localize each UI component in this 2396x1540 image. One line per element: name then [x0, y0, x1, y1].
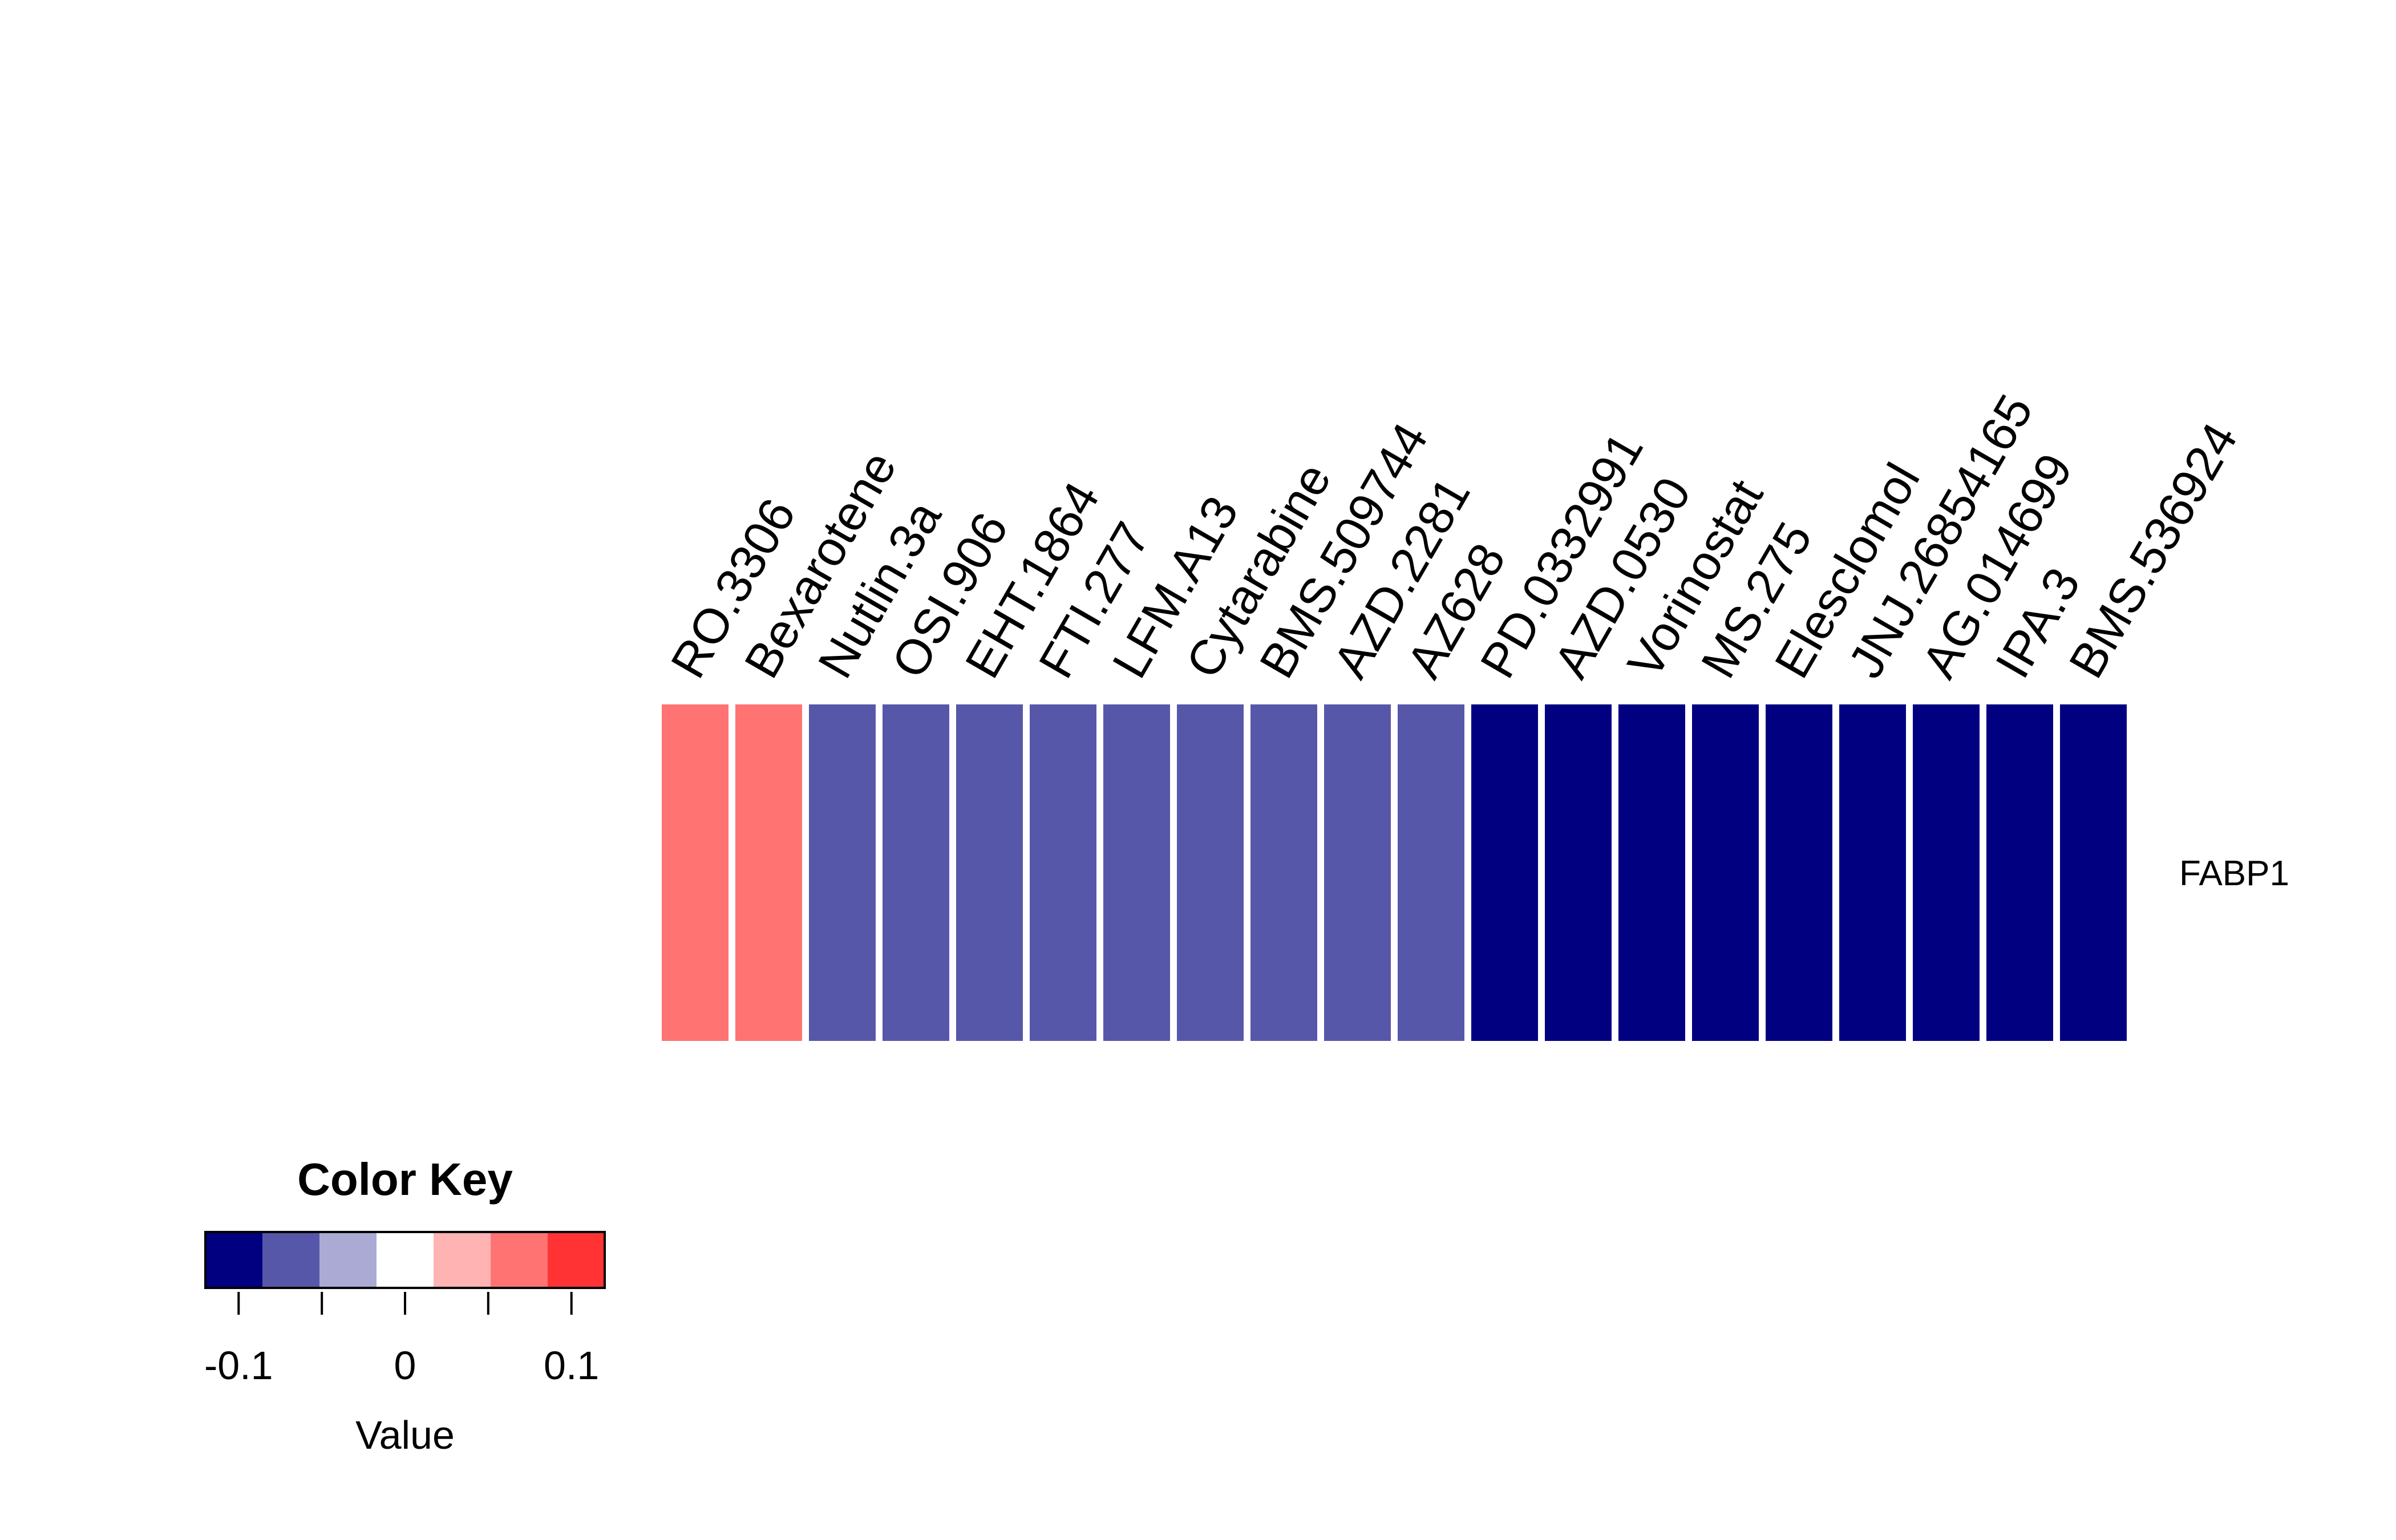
- color-key-bin: [319, 1232, 377, 1288]
- column-labels: RO.3306BexaroteneNutlin.3aOSI.906EHT.186…: [661, 386, 2248, 687]
- color-key-frame: [204, 1231, 606, 1289]
- row-labels: FABP1: [2179, 854, 2289, 893]
- heatmap-cell: [2060, 704, 2127, 1041]
- color-key-bin: [377, 1232, 434, 1288]
- color-key-bin: [548, 1232, 605, 1288]
- heatmap-cell: [1986, 704, 2053, 1041]
- color-key-bin: [262, 1232, 319, 1288]
- heatmap-cell: [883, 704, 949, 1041]
- heatmap-cell: [662, 704, 728, 1041]
- heatmap-cell: [956, 704, 1023, 1041]
- color-key-bin: [205, 1232, 262, 1288]
- heatmap-cell: [1250, 704, 1317, 1041]
- heatmap-cell: [1177, 704, 1244, 1041]
- color-key-bins: [205, 1232, 605, 1288]
- color-key-tick-label: 0.1: [544, 1343, 599, 1388]
- heatmap-cell: [1324, 704, 1391, 1041]
- color-key-title: Color Key: [297, 1154, 513, 1205]
- heatmap-cell: [1398, 704, 1464, 1041]
- heatmap-cell: [1839, 704, 1906, 1041]
- color-key-tick-label: -0.1: [204, 1343, 273, 1388]
- color-key-tick-label: 0: [394, 1343, 416, 1388]
- heatmap-cells: [662, 704, 2127, 1041]
- heatmap-cell: [1766, 704, 1832, 1041]
- color-key-bin: [491, 1232, 548, 1288]
- heatmap-cell: [1103, 704, 1170, 1041]
- row-label: FABP1: [2179, 854, 2289, 893]
- heatmap-cell: [1030, 704, 1096, 1041]
- color-key-ticks: -0.1 0 0.1: [204, 1292, 599, 1388]
- heatmap-cell: [735, 704, 802, 1041]
- column-label: BMS.536924: [2059, 414, 2248, 687]
- heatmap-cell: [1692, 704, 1759, 1041]
- heatmap-cell: [1618, 704, 1685, 1041]
- heatmap-cell: [809, 704, 876, 1041]
- color-key: Color Key -0.1 0 0.1 Value: [204, 1154, 606, 1457]
- color-key-bin: [434, 1232, 491, 1288]
- heatmap-cell: [1545, 704, 1612, 1041]
- color-key-axis-label: Value: [355, 1413, 455, 1457]
- heatmap-cell: [1913, 704, 1980, 1041]
- heatmap-cell: [1471, 704, 1538, 1041]
